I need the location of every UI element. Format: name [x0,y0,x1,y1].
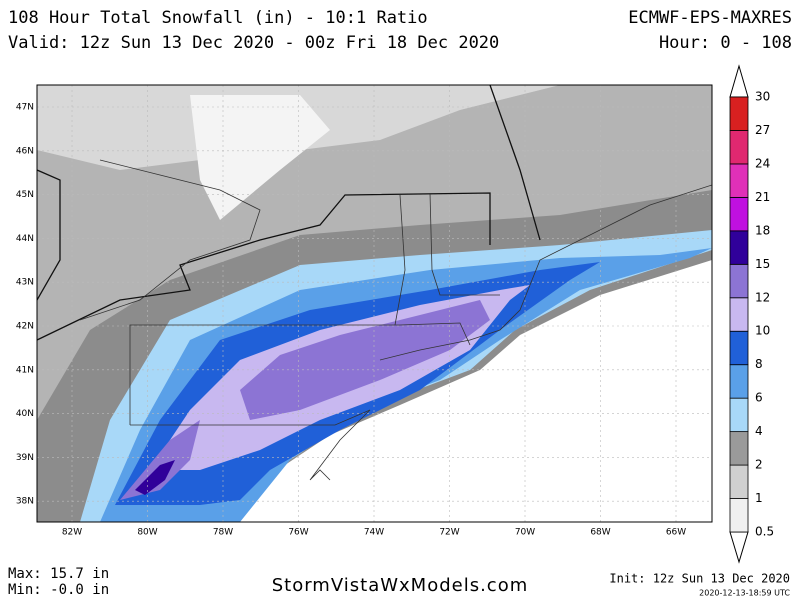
border [489,85,541,241]
lat-label: 39N [16,453,34,463]
colorbar-arrow [729,531,749,564]
model: ECMWF-EPS-MAXRES [628,8,792,28]
colorbar-box [729,297,749,332]
colorbar-label: 15 [755,257,770,271]
shade [120,420,200,500]
border [129,322,471,425]
lon-label: 82W [62,528,82,538]
map-frame [36,84,713,523]
colorbar-label: 4 [755,424,763,438]
lon-label: 72W [439,528,459,538]
shade [135,460,175,495]
colorbar-box [729,498,749,533]
shade [240,300,490,420]
lake [79,159,261,321]
colorbar-label: 8 [755,357,763,371]
colorbar-label: 21 [755,190,770,204]
lat-label: 45N [16,190,34,200]
lon-label: 80W [137,528,157,538]
lon-label: 78W [213,528,233,538]
lat-label: 46N [16,146,34,156]
colorbar-label: 10 [755,324,770,338]
colorbar-label: 24 [755,156,770,170]
colorbar-box [729,96,749,131]
colorbar-box [729,364,749,399]
colorbar-label: 6 [755,391,763,405]
colorbar-box [729,464,749,499]
lat-label: 40N [16,409,34,419]
colorbar-label: 0.5 [755,525,774,539]
title: 108 Hour Total Snowfall (in) - 10:1 Rati… [8,8,428,28]
hour: Hour: 0 - 108 [659,33,792,53]
colorbar-box [729,431,749,466]
shade [190,95,330,220]
coast [309,409,371,481]
coast [379,184,712,361]
colorbar-box [729,130,749,165]
lat-label: 42N [16,322,34,332]
lon-label: 76W [288,528,308,538]
lat-label: 44N [16,234,34,244]
colorbar-box [729,163,749,198]
colorbar-box [729,196,749,232]
lat-label: 38N [16,497,34,507]
map [36,84,713,523]
colorbar-label: 1 [755,491,763,505]
border [37,169,61,301]
colorbar-box [729,330,749,366]
colorbar-label: 12 [755,290,770,304]
border [37,192,491,341]
colorbar-arrow [729,64,749,98]
lat-label: 47N [16,103,34,113]
border [130,409,371,426]
lat-label: 41N [16,365,34,375]
colorbar-box [729,263,749,299]
site-name: StormVistaWxModels.com [272,575,529,596]
lon-label: 70W [515,528,535,538]
colorbar-label: 27 [755,123,770,137]
lon-label: 74W [364,528,384,538]
min-value: Min: -0.0 in [8,582,109,598]
timestamp: 2020-12-13-18:59 UTC [699,589,790,598]
init-time: Init: 12z Sun 13 Dec 2020 [609,572,790,586]
lat-label: 43N [16,278,34,288]
colorbar-label: 18 [755,223,770,237]
lon-label: 66W [666,528,686,538]
colorbar-label: 30 [755,90,770,104]
border [394,194,406,326]
colorbar-box [729,230,749,265]
colorbar-box [729,397,749,433]
border [429,192,500,296]
valid-time: Valid: 12z Sun 13 Dec 2020 - 00z Fri 18 … [8,33,499,53]
colorbar-label: 2 [755,458,763,472]
lon-label: 68W [590,528,610,538]
max-value: Max: 15.7 in [8,566,109,582]
